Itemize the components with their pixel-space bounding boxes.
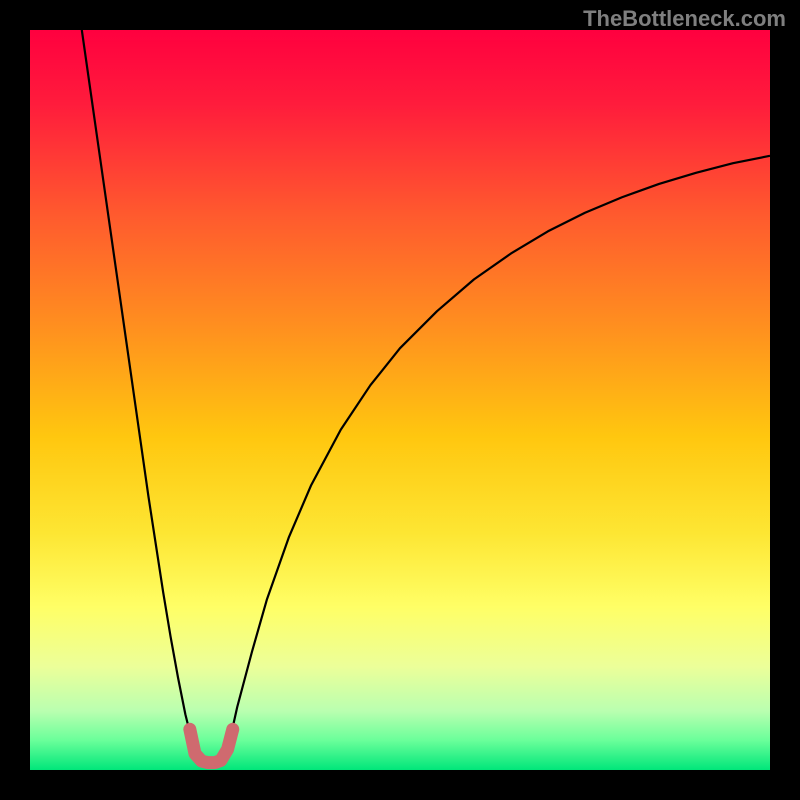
- bottleneck-curve-layer: [30, 30, 770, 770]
- plot-area: [30, 30, 770, 770]
- bottleneck-curve: [82, 30, 770, 763]
- bottleneck-optimal-highlight: [190, 729, 233, 762]
- watermark-text: TheBottleneck.com: [583, 6, 786, 32]
- chart-frame: TheBottleneck.com: [0, 0, 800, 800]
